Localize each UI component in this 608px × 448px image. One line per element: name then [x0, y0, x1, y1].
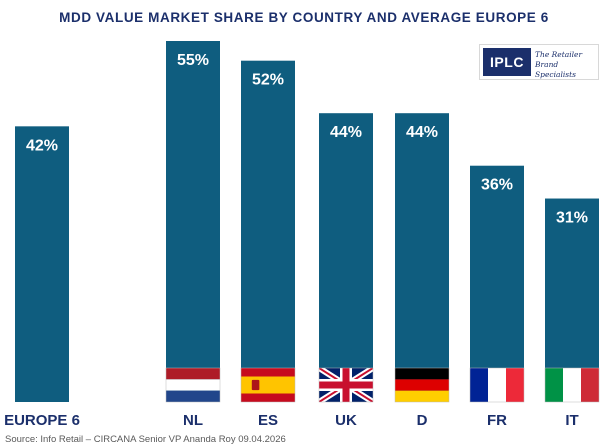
category-label-es: ES — [258, 412, 278, 429]
italy-flag — [544, 367, 600, 403]
category-label-uk: UK — [335, 412, 357, 429]
bar-nl — [166, 41, 220, 402]
bar-europe-6 — [15, 126, 69, 402]
value-label-nl: 55% — [177, 52, 209, 69]
value-label-europe-6: 42% — [26, 137, 58, 154]
bar-es — [241, 60, 295, 402]
value-label-fr: 36% — [481, 177, 513, 194]
labels-layer: 42% EUROPE 6 55% NL 52% ES 44% UK 44% D 36% FR 31% IT — [4, 52, 588, 429]
category-label-europe-6: EUROPE 6 — [4, 412, 80, 429]
logo-tagline: The Retailer Brand Specialists — [535, 50, 583, 79]
category-label-d: D — [417, 412, 428, 429]
category-label-fr: FR — [487, 412, 507, 429]
value-label-es: 52% — [252, 72, 284, 89]
logo-mark: IPLC — [483, 48, 531, 76]
uk-flag — [318, 367, 374, 403]
value-label-d: 44% — [406, 124, 438, 141]
value-label-it: 31% — [556, 210, 588, 227]
bar-fr — [470, 165, 524, 402]
flags-layer — [165, 367, 600, 403]
spain-flag — [240, 367, 296, 403]
bars-layer — [15, 41, 599, 402]
germany-flag — [394, 367, 450, 403]
bar-d — [395, 113, 449, 402]
france-flag — [469, 367, 525, 403]
source-note: Source: Info Retail – CIRCANA Senior VP … — [5, 434, 286, 445]
netherlands-flag — [165, 367, 221, 403]
category-label-it: IT — [565, 412, 578, 429]
chart-title: MDD VALUE MARKET SHARE BY COUNTRY AND AV… — [59, 10, 549, 25]
value-label-uk: 44% — [330, 124, 362, 141]
category-label-nl: NL — [183, 412, 203, 429]
bar-uk — [319, 113, 373, 402]
iplc-logo: IPLC The Retailer Brand Specialists — [479, 44, 599, 80]
